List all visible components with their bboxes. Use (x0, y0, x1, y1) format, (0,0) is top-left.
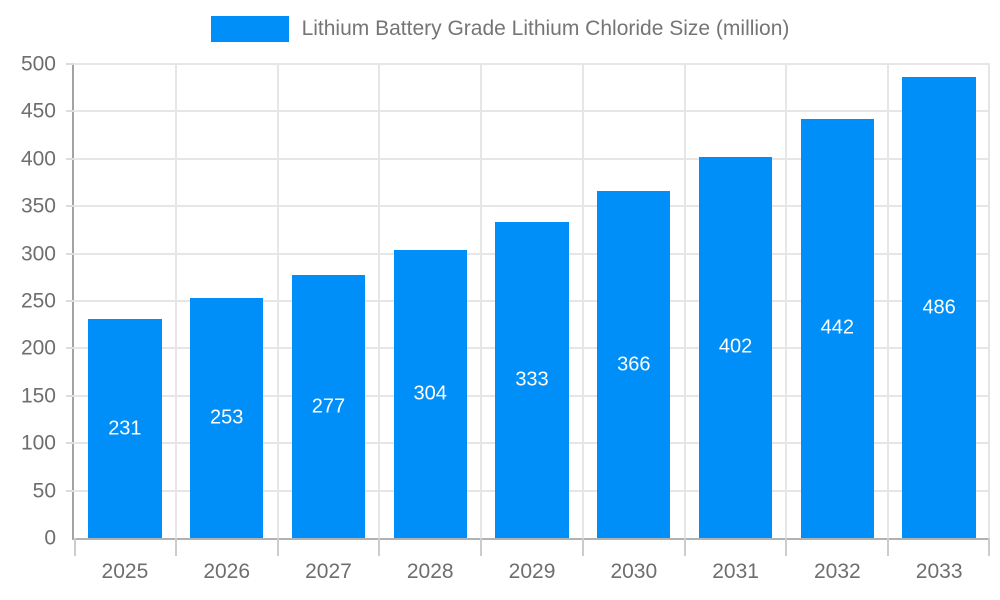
category-slot: 231 (74, 64, 176, 538)
y-axis-tick (66, 110, 74, 113)
x-axis-tick-label: 2030 (610, 560, 658, 583)
legend-swatch (210, 16, 289, 42)
category-slot: 277 (278, 64, 380, 538)
category-slot: 253 (176, 64, 278, 538)
y-axis-tick-label: 150 (20, 384, 56, 408)
y-axis-tick-label: 0 (44, 526, 56, 550)
bars-layer: 231 253 277 304 333 366 402 442 486 (74, 64, 990, 538)
h-gridline (74, 157, 990, 160)
bar-2029[interactable]: 333 (495, 222, 569, 538)
category-slot: 366 (583, 64, 685, 538)
legend-series-label: Lithium Battery Grade Lithium Chloride S… (301, 17, 790, 40)
x-axis-tick-label: 2027 (305, 560, 352, 583)
x-axis-tick (480, 538, 483, 556)
legend: Lithium Battery Grade Lithium Chloride S… (0, 16, 1000, 42)
bar-2025[interactable]: 231 (88, 319, 162, 538)
x-axis-tick-label: 2029 (508, 560, 556, 583)
bar-value-label: 253 (209, 406, 244, 429)
y-axis-tick (66, 205, 74, 208)
v-gridline (480, 64, 483, 538)
x-axis-labels: 2025 2026 2027 2028 2029 2030 2031 2032 2033 (74, 560, 990, 584)
y-axis-tick (66, 489, 74, 492)
y-axis-tick-label: 400 (20, 147, 56, 171)
y-axis-tick-label: 50 (32, 479, 56, 503)
bar-2026[interactable]: 253 (190, 298, 264, 538)
bar-2028[interactable]: 304 (393, 249, 467, 538)
v-gridline (988, 64, 990, 538)
plot-area: 231 253 277 304 333 366 402 442 486 (66, 63, 990, 556)
bar-2031[interactable]: 402 (698, 156, 773, 538)
category-slot: 486 (888, 64, 990, 538)
x-axis-tick-label: 2033 (915, 560, 963, 583)
x-axis-tick (378, 538, 381, 556)
bar-value-label: 304 (413, 382, 447, 405)
bar-value-label: 442 (820, 316, 855, 339)
y-axis-tick (66, 347, 74, 350)
h-gridline (74, 63, 990, 65)
bar-2032[interactable]: 442 (800, 118, 874, 538)
x-axis-tick-label: 2026 (203, 560, 251, 583)
y-axis-labels: 0 50 100 150 200 250 300 350 400 450 500 (0, 52, 56, 549)
legend-item[interactable]: Lithium Battery Grade Lithium Chloride S… (210, 16, 790, 42)
y-axis-tick (66, 63, 74, 65)
y-axis-tick (66, 157, 74, 160)
y-axis-tick-label: 250 (20, 289, 56, 313)
y-axis-tick-label: 100 (20, 431, 56, 455)
category-slot: 333 (481, 64, 583, 538)
bar-2030[interactable]: 366 (597, 191, 671, 538)
x-axis-tick (174, 538, 177, 556)
v-gridline (174, 64, 177, 538)
y-axis-tick-label: 300 (20, 242, 56, 266)
x-axis-tick (988, 538, 990, 556)
category-slot: 402 (685, 64, 787, 538)
category-slot: 304 (379, 64, 481, 538)
bar-value-label: 231 (108, 417, 142, 439)
x-axis-tick (581, 538, 584, 556)
h-gridline (74, 205, 990, 208)
bar-value-label: 402 (718, 335, 753, 358)
x-axis-tick-label: 2031 (712, 560, 759, 583)
x-axis-tick (276, 538, 279, 556)
x-axis-tick (785, 538, 788, 556)
y-axis-tick-label: 350 (20, 194, 56, 218)
x-axis-tick-label: 2025 (101, 560, 149, 583)
v-gridline (378, 64, 381, 538)
y-axis-tick-label: 450 (20, 99, 56, 123)
x-axis-tick-label: 2028 (406, 560, 454, 583)
x-axis-tick (683, 538, 686, 556)
h-gridline (74, 110, 990, 113)
v-gridline (581, 64, 584, 538)
y-axis-tick-label: 500 (20, 52, 56, 76)
v-gridline (683, 64, 686, 538)
v-gridline (276, 64, 279, 538)
x-axis-tick (887, 538, 890, 556)
bar-value-label: 486 (922, 296, 956, 319)
y-axis-tick (66, 442, 74, 445)
bar-value-label: 366 (617, 353, 651, 376)
category-slot: 442 (786, 64, 888, 538)
x-axis-tick-label: 2032 (814, 560, 861, 583)
v-gridline (887, 64, 890, 538)
bar-value-label: 333 (515, 368, 549, 391)
v-gridline (785, 64, 788, 538)
bar-2033[interactable]: 486 (902, 77, 976, 538)
bar-2027[interactable]: 277 (291, 275, 366, 538)
x-axis-tick (74, 538, 76, 556)
bar-value-label: 277 (311, 395, 346, 418)
y-axis-tick-label: 200 (20, 336, 56, 360)
y-axis-tick (66, 300, 74, 302)
y-axis-tick (66, 394, 74, 397)
y-axis-tick (66, 252, 74, 255)
